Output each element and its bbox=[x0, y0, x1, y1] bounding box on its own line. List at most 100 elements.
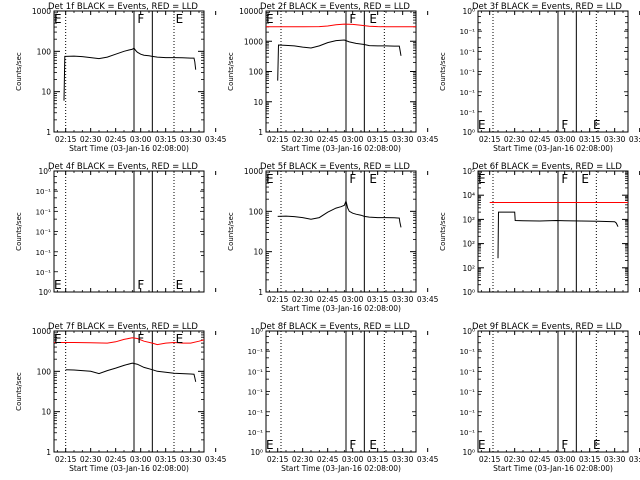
plot-title: Det 8f BLACK = Events, RED = LLD bbox=[260, 322, 410, 332]
x-tick-label: 02:30 bbox=[80, 455, 102, 464]
y-tick-label: 10⁻¹ bbox=[460, 48, 476, 56]
plot-title: Det 4f BLACK = Events, RED = LLD bbox=[48, 162, 198, 172]
event-marker-label: E bbox=[369, 12, 377, 26]
plot-title: Det 1f BLACK = Events, RED = LLD bbox=[48, 2, 198, 12]
plot-panel-3: Det 3f BLACK = Events, RED = LLD Counts/s… bbox=[439, 2, 640, 153]
event-marker-label: E bbox=[266, 12, 274, 26]
y-tick-label: 1 bbox=[258, 128, 263, 137]
x-tick-label: 03:00 bbox=[130, 455, 152, 464]
plot-title: Det 3f BLACK = Events, RED = LLD bbox=[472, 2, 622, 12]
y-tick-label: 100 bbox=[249, 207, 264, 216]
y-tick-label: 10⁰ bbox=[38, 167, 51, 176]
y-tick-label: 10⁻¹ bbox=[36, 229, 52, 237]
x-tick-label: 03:15 bbox=[367, 295, 389, 304]
y-tick-label: 10⁰ bbox=[250, 448, 263, 457]
y-tick-label: 10⁰ bbox=[462, 7, 475, 16]
y-tick-label: 10⁻¹ bbox=[460, 69, 476, 77]
x-tick-label: 03:00 bbox=[130, 135, 152, 144]
plot-title: Det 2f BLACK = Events, RED = LLD bbox=[260, 2, 410, 12]
event-marker-label: F bbox=[349, 12, 356, 26]
y-axis-label: Counts/sec bbox=[15, 372, 23, 411]
event-marker-label: F bbox=[137, 12, 144, 26]
x-tick-label: 03:00 bbox=[554, 135, 576, 144]
plot-panel-2: Det 2f BLACK = Events, RED = LLD Counts/s… bbox=[227, 2, 439, 153]
y-tick-label: 10⁻¹ bbox=[460, 429, 476, 437]
x-tick-label: 02:30 bbox=[292, 135, 314, 144]
events-series-line bbox=[277, 199, 402, 228]
event-marker-label: E bbox=[593, 118, 601, 132]
y-tick-label: 10⁰ bbox=[462, 288, 475, 297]
y-tick-label: 100 bbox=[37, 47, 52, 56]
x-tick-label: 02:30 bbox=[80, 135, 102, 144]
plot-frame bbox=[265, 330, 417, 453]
plot-title: Det 5f BLACK = Events, RED = LLD bbox=[260, 162, 410, 172]
x-tick-label: 02:15 bbox=[267, 135, 289, 144]
x-tick-label: 03:30 bbox=[604, 455, 626, 464]
events-series-line bbox=[63, 47, 197, 101]
y-tick-label: 10⁻¹ bbox=[36, 269, 52, 277]
x-tick-label: 02:45 bbox=[317, 455, 339, 464]
x-axis-label: Start Time (03-Jan-16 02:08:00) bbox=[493, 464, 613, 473]
y-tick-label: 10⁻¹ bbox=[248, 409, 264, 417]
event-marker-label: F bbox=[349, 172, 356, 186]
y-tick-label: 10⁻¹ bbox=[36, 188, 52, 196]
event-marker-label: F bbox=[561, 118, 568, 132]
plot-panel-6: Det 6f BLACK = Events, RED = LLD Counts/s… bbox=[439, 162, 640, 297]
event-marker-label: F bbox=[349, 438, 356, 452]
plot-frame bbox=[477, 10, 629, 133]
y-tick-label: 10⁻¹ bbox=[460, 109, 476, 117]
y-tick-label: 10 bbox=[41, 88, 51, 97]
events-series-line bbox=[277, 39, 402, 81]
y-tick-label: 10² bbox=[462, 240, 475, 249]
event-marker-label: F bbox=[561, 438, 568, 452]
y-tick-label: 10² bbox=[462, 264, 475, 273]
event-marker-label: E bbox=[369, 438, 377, 452]
event-marker-label: E bbox=[176, 332, 184, 346]
x-tick-label: 03:00 bbox=[342, 135, 364, 144]
event-marker-label: E bbox=[266, 438, 274, 452]
x-tick-label: 02:30 bbox=[504, 135, 526, 144]
x-tick-label: 03:00 bbox=[554, 455, 576, 464]
plot-panel-5: Det 5f BLACK = Events, RED = LLD Counts/s… bbox=[227, 162, 439, 313]
x-axis-label: Start Time (03-Jan-16 02:08:00) bbox=[281, 304, 401, 313]
event-marker-label: E bbox=[54, 278, 62, 292]
x-axis-label: Start Time (03-Jan-16 02:08:00) bbox=[281, 144, 401, 153]
x-tick-label: 02:30 bbox=[504, 455, 526, 464]
y-tick-label: 1 bbox=[46, 448, 51, 457]
y-tick-label: 10⁻¹ bbox=[36, 208, 52, 216]
x-tick-label: 02:30 bbox=[292, 295, 314, 304]
y-tick-label: 10⁰ bbox=[462, 327, 475, 336]
event-marker-label: E bbox=[176, 278, 184, 292]
y-tick-label: 10⁻¹ bbox=[460, 368, 476, 376]
x-tick-label: 02:45 bbox=[317, 295, 339, 304]
plot-panel-1: Det 1f BLACK = Events, RED = LLD Counts/s… bbox=[15, 2, 227, 153]
plot-frame bbox=[53, 10, 205, 133]
event-marker-label: E bbox=[593, 438, 601, 452]
y-tick-label: 10⁻¹ bbox=[460, 348, 476, 356]
x-tick-label: 03:30 bbox=[180, 455, 202, 464]
y-tick-label: 10⁻¹ bbox=[248, 389, 264, 397]
y-tick-label: 1 bbox=[46, 128, 51, 137]
y-tick-label: 10⁻¹ bbox=[248, 348, 264, 356]
event-marker-label: F bbox=[137, 278, 144, 292]
x-tick-label: 02:45 bbox=[105, 455, 127, 464]
y-tick-label: 1000 bbox=[32, 7, 51, 16]
x-tick-label: 03:45 bbox=[205, 135, 227, 144]
y-tick-label: 10² bbox=[462, 215, 475, 224]
x-axis-label: Start Time (03-Jan-16 02:08:00) bbox=[69, 464, 189, 473]
x-tick-label: 03:45 bbox=[417, 455, 439, 464]
x-tick-label: 02:45 bbox=[529, 135, 551, 144]
plot-panel-8: Det 8f BLACK = Events, RED = LLD10⁰10⁰10… bbox=[248, 322, 439, 473]
x-tick-label: 02:15 bbox=[55, 135, 77, 144]
y-axis-label: Counts/sec bbox=[15, 52, 23, 91]
y-axis-label: Counts/sec bbox=[439, 212, 447, 251]
y-tick-label: 10 bbox=[41, 408, 51, 417]
event-marker-label: E bbox=[478, 172, 486, 186]
y-tick-label: 10⁻¹ bbox=[460, 28, 476, 36]
plot-frame bbox=[477, 170, 629, 293]
plot-frame bbox=[265, 170, 417, 293]
x-tick-label: 03:15 bbox=[155, 135, 177, 144]
x-tick-label: 03:15 bbox=[367, 135, 389, 144]
x-tick-label: 02:45 bbox=[317, 135, 339, 144]
x-tick-label: 02:45 bbox=[105, 135, 127, 144]
